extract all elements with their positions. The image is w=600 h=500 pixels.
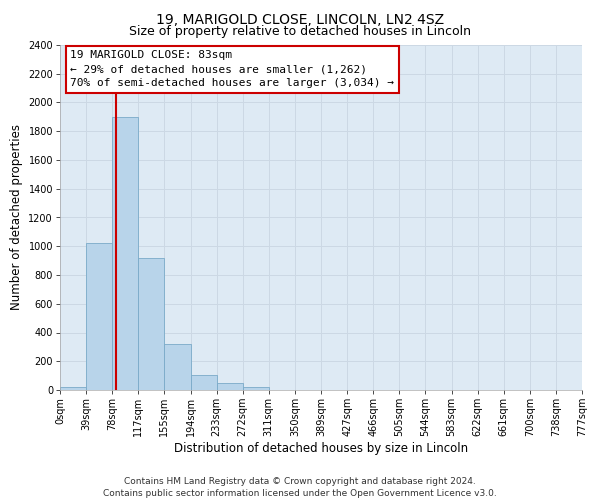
Bar [112,117,139,390]
Text: 19 MARIGOLD CLOSE: 83sqm
← 29% of detached houses are smaller (1,262)
70% of sem: 19 MARIGOLD CLOSE: 83sqm ← 29% of detach… [70,50,394,88]
Bar [191,375,217,390]
Bar [217,383,243,390]
Y-axis label: Number of detached properties: Number of detached properties [10,124,23,310]
X-axis label: Distribution of detached houses by size in Lincoln: Distribution of detached houses by size … [174,442,468,455]
Bar [86,244,112,390]
Bar [164,344,191,390]
Bar [139,258,164,390]
Bar [60,387,86,390]
Bar [243,387,269,390]
Text: Contains HM Land Registry data © Crown copyright and database right 2024.
Contai: Contains HM Land Registry data © Crown c… [103,476,497,498]
Text: Size of property relative to detached houses in Lincoln: Size of property relative to detached ho… [129,25,471,38]
Text: 19, MARIGOLD CLOSE, LINCOLN, LN2 4SZ: 19, MARIGOLD CLOSE, LINCOLN, LN2 4SZ [156,12,444,26]
